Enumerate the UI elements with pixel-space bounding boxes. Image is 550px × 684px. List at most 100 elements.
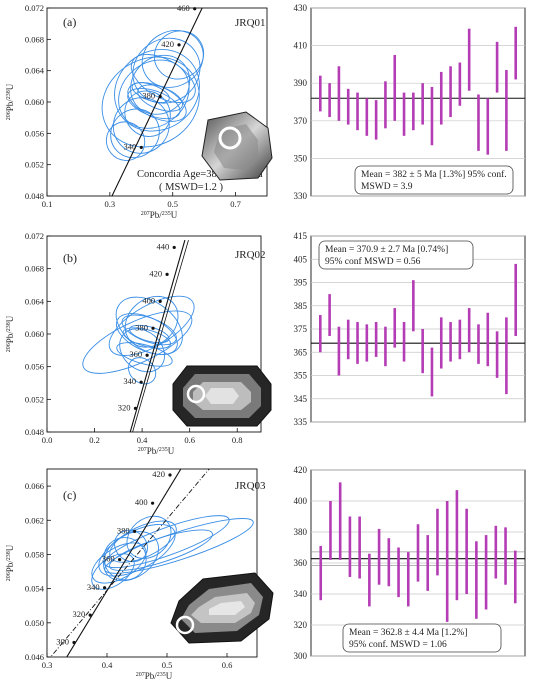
mswd-text-d: MSWD = 3.9 <box>361 182 413 192</box>
sample-name-b: JRQ02 <box>235 249 266 261</box>
dashdot-reference-line <box>50 469 210 657</box>
age-dot <box>158 299 162 303</box>
age-error-bar <box>393 55 397 121</box>
y-axis-label: 206Pb/238U <box>5 544 15 581</box>
age-marks-c: 300 320 340 360 380 400 420 <box>56 469 172 646</box>
age-dot <box>165 272 169 276</box>
concordia-curve-a <box>111 8 203 196</box>
error-ellipse <box>124 295 179 348</box>
y-tick-label: 355 <box>294 371 308 381</box>
error-ellipse <box>114 529 148 563</box>
age-dot <box>88 613 92 617</box>
y-axis-label: 206Pb/238U <box>5 83 15 120</box>
age-error-bar <box>387 538 391 587</box>
mean-text-d: Mean = 382 ± 5 Ma [1.3%] 95% conf. <box>361 169 507 180</box>
age-error-bar <box>412 280 415 332</box>
age-label: 340 <box>87 582 100 592</box>
age-error-bar <box>356 322 359 364</box>
y-tick-label: 420 <box>294 465 308 475</box>
y-tick-label: 300 <box>294 651 308 661</box>
age-label: 360 <box>129 349 142 359</box>
x-tick-label: 0.4 <box>137 435 148 445</box>
age-label: 420 <box>152 469 165 479</box>
concordia-age-text-a: Concordia Age=380.1±4.3Ma <box>137 169 263 180</box>
y-tick-label: 0.048 <box>25 191 44 201</box>
age-error-bar <box>358 516 361 579</box>
info-box-e: Mean = 370.9 ± 2.7 Ma [0.74%] 95% conf M… <box>318 240 474 270</box>
age-error-bar <box>426 535 430 591</box>
age-error-bar <box>328 294 331 336</box>
mean-text-e: Mean = 370.9 ± 2.7 Ma [0.74%] <box>325 245 448 255</box>
age-error-bar <box>467 308 471 353</box>
age-error-bar <box>445 501 449 622</box>
age-error-bar <box>486 98 490 155</box>
age-error-bar <box>319 315 322 353</box>
y-tick-label: 0.072 <box>25 231 44 241</box>
age-error-bar <box>465 508 468 594</box>
error-ellipse <box>91 542 147 584</box>
sample-name-a: JRQ01 <box>235 17 266 29</box>
x-tick-label: 0.4 <box>102 660 113 670</box>
y-tick-label: 0.068 <box>25 264 44 274</box>
age-error-bar <box>368 553 371 607</box>
age-error-bar <box>346 88 350 125</box>
age-label: 460 <box>177 3 190 13</box>
y-tick-label: 0.056 <box>25 362 44 372</box>
weighted-mean-panel-d: 330 350 370 390 410 430 Mean = 382 ± 5 Ma [1.… <box>294 3 526 201</box>
panel-label-b: (b) <box>63 251 77 265</box>
age-dot <box>133 406 138 410</box>
y-tick-label: 340 <box>294 589 308 599</box>
age-error-bar <box>430 86 434 146</box>
y-tick-label: 0.058 <box>25 549 44 559</box>
y-tick-label: 0.068 <box>25 34 44 44</box>
x-tick-label: 0.5 <box>162 660 173 670</box>
error-ellipse <box>105 121 146 161</box>
y-tick-label: 375 <box>294 324 308 334</box>
age-bars-f <box>319 482 517 622</box>
age-bars-e <box>319 263 517 397</box>
age-error-bar <box>455 490 459 601</box>
y-tick-label: 360 <box>294 558 308 568</box>
y-tick-label: 0.062 <box>25 515 44 525</box>
y-tick-label: 385 <box>294 301 308 311</box>
age-dot <box>145 353 149 357</box>
y-tick-label: 415 <box>294 231 308 241</box>
y-tick-label: 400 <box>294 496 308 506</box>
error-ellipse <box>130 54 196 103</box>
x-tick-label: 0.0 <box>42 435 53 445</box>
age-error-bar <box>406 552 410 607</box>
age-error-bar <box>495 331 499 378</box>
age-dot <box>172 245 176 250</box>
y-tick-label: 0.056 <box>25 128 44 138</box>
concordia-axes-a: 0.1 0.3 0.5 0.7 0.048 0.052 0.056 0.060 0.064 0.0… <box>5 3 268 220</box>
error-ellipse <box>127 88 181 120</box>
age-dot <box>139 145 143 150</box>
y-tick-label: 410 <box>294 41 308 51</box>
plot-frame <box>310 7 526 197</box>
age-error-bar <box>384 326 387 367</box>
age-error-bar <box>458 319 462 360</box>
age-error-bar <box>348 516 352 577</box>
error-ellipse <box>130 54 191 115</box>
age-error-bar <box>449 322 452 362</box>
concordia-envelope-line <box>132 239 189 432</box>
y-tick-label: 430 <box>294 3 308 13</box>
age-dot <box>168 473 172 477</box>
age-label: 360 <box>102 554 115 564</box>
age-error-bar <box>329 501 332 560</box>
age-label: 380 <box>117 525 130 535</box>
concordia-line <box>111 8 203 196</box>
error-ellipse <box>118 59 190 129</box>
age-error-bar <box>421 83 424 125</box>
error-ellipse <box>153 30 205 80</box>
concordia-ellipses-b <box>82 295 195 385</box>
concordia-axes-c: 0.3 0.4 0.5 0.6 0.046 0.050 0.054 0.058 0.062 0.0… <box>5 468 258 681</box>
x-tick-label: 0.1 <box>42 199 53 209</box>
age-bars-d <box>319 26 517 155</box>
age-error-bar <box>338 482 342 560</box>
y-tick-label: 0.052 <box>25 160 44 170</box>
zircon-image-c <box>170 572 274 644</box>
y-tick-label: 320 <box>294 620 308 630</box>
weighted-mean-panel-e: 335 345 355 365 375 385 395 405 415 Mean = 370.9… <box>294 231 526 427</box>
